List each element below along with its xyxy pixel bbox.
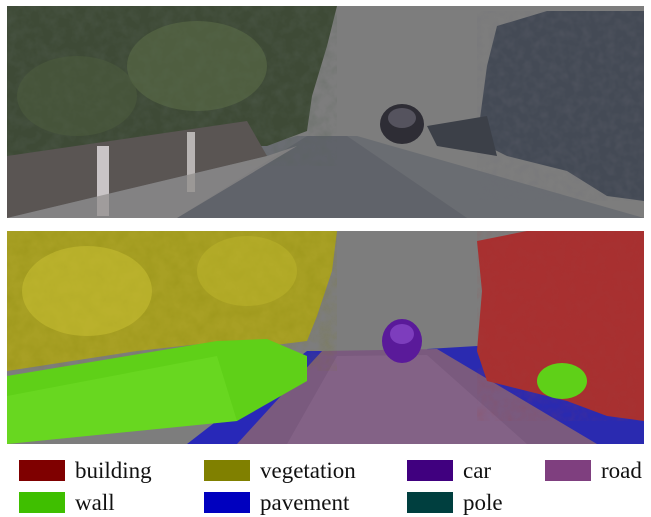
- legend-item-building: building: [19, 455, 152, 485]
- legend-swatch-wall: [19, 492, 65, 513]
- legend-label-car: car: [463, 459, 491, 482]
- semantic-reconstruction-image: [7, 231, 644, 444]
- legend-swatch-vegetation: [204, 460, 250, 481]
- rgb-reconstruction-image: [7, 6, 644, 218]
- legend-item-pavement: pavement: [204, 487, 349, 517]
- legend-item-vegetation: vegetation: [204, 455, 356, 485]
- legend-item-car: car: [407, 455, 491, 485]
- rgb-reconstruction-scene: [7, 6, 644, 218]
- legend-label-road: road: [601, 459, 642, 482]
- legend-label-wall: wall: [75, 491, 115, 514]
- legend-label-pole: pole: [463, 491, 503, 514]
- legend-item-road: road: [545, 455, 642, 485]
- legend-swatch-car: [407, 460, 453, 481]
- legend-swatch-road: [545, 460, 591, 481]
- legend-swatch-pavement: [204, 492, 250, 513]
- legend-item-pole: pole: [407, 487, 503, 517]
- legend-swatch-pole: [407, 492, 453, 513]
- legend-swatch-building: [19, 460, 65, 481]
- legend: building vegetation car road wall paveme…: [0, 452, 651, 516]
- legend-label-pavement: pavement: [260, 491, 349, 514]
- legend-label-building: building: [75, 459, 152, 482]
- semantic-reconstruction-scene: [7, 231, 644, 444]
- legend-item-wall: wall: [19, 487, 115, 517]
- legend-label-vegetation: vegetation: [260, 459, 356, 482]
